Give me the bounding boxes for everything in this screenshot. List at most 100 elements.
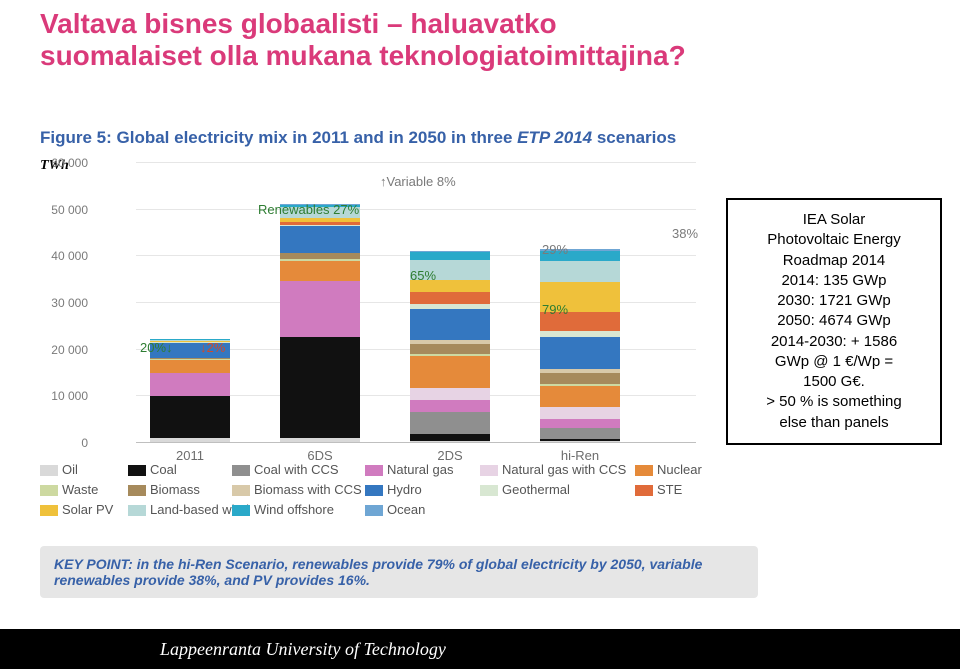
y-tick-label: 0 (50, 436, 88, 450)
page-title: Valtava bisnes globaalisti – haluavatko … (40, 8, 686, 72)
seg-windoff (410, 252, 490, 260)
legend-swatch (232, 465, 250, 476)
seg-biomass (540, 373, 620, 384)
legend-item-ste: STE (635, 482, 682, 497)
y-tick-label: 30 000 (50, 296, 88, 310)
seg-coal (410, 434, 490, 441)
seg-ste (410, 292, 490, 304)
seg-geothermal (280, 225, 360, 227)
figure-caption: Figure 5: Global electricity mix in 2011… (40, 128, 676, 148)
seg-hydro (410, 309, 490, 341)
seg-nuclear (280, 261, 360, 282)
seg-natgas_ccs (410, 388, 490, 400)
seg-ste (280, 222, 360, 224)
seg-biomass (410, 344, 490, 353)
seg-natgas (280, 281, 360, 337)
seg-biomass (280, 253, 360, 259)
legend-item-oil: Oil (40, 462, 78, 477)
chart-annotation: ↓2% (200, 340, 225, 355)
legend-swatch (365, 485, 383, 496)
legend-swatch (128, 505, 146, 516)
seg-biomass_ccs (410, 340, 490, 344)
legend-label: Oil (62, 462, 78, 477)
legend-item-windoff: Wind offshore (232, 502, 334, 517)
key-point-bar: KEY POINT: in the hi-Ren Scenario, renew… (40, 546, 758, 598)
legend-label: Waste (62, 482, 98, 497)
callout-line: GWp @ 1 €/Wp = (738, 352, 930, 372)
legend-label: Nuclear (657, 462, 702, 477)
legend-swatch (40, 465, 58, 476)
callout-line: 2050: 4674 GWp (738, 311, 930, 331)
seg-biomass_ccs (540, 369, 620, 373)
legend-item-landwind: Land-based wind (128, 502, 249, 517)
seg-nuclear (150, 360, 230, 373)
chart-annotation: 79% (542, 302, 568, 317)
seg-natgas (410, 400, 490, 412)
legend-swatch (635, 485, 653, 496)
legend-swatch (480, 465, 498, 476)
callout-line: IEA Solar (738, 210, 930, 230)
seg-waste (410, 354, 490, 356)
callout-line: Photovoltaic Energy (738, 230, 930, 250)
legend-swatch (480, 485, 498, 496)
legend-swatch (232, 505, 250, 516)
stacked-bar-chart: 20116DS2DShi-RenRenewables 27%↓2%20%↓↑Va… (40, 162, 720, 442)
callout-line: Roadmap 2014 (738, 251, 930, 271)
seg-geothermal (410, 304, 490, 308)
seg-oil (540, 441, 620, 442)
callout-line: 2014-2030: + 1586 (738, 332, 930, 352)
legend-swatch (40, 485, 58, 496)
bar-label: 6DS (275, 448, 365, 463)
seg-oil (150, 438, 230, 442)
callout-line: 2014: 135 GWp (738, 271, 930, 291)
seg-landwind (540, 261, 620, 282)
bar-2011 (150, 162, 230, 442)
legend-swatch (635, 465, 653, 476)
key-point-text: in the hi-Ren Scenario, renewables provi… (54, 556, 702, 588)
seg-natgas (150, 373, 230, 396)
seg-waste (280, 259, 360, 261)
legend-label: STE (657, 482, 682, 497)
legend-item-solarpv: Solar PV (40, 502, 113, 517)
seg-nuclear (410, 356, 490, 388)
seg-hydro (280, 226, 360, 253)
seg-coal (280, 337, 360, 437)
seg-geothermal (540, 331, 620, 336)
y-tick-label: 60 000 (50, 156, 88, 170)
bar-label: 2DS (405, 448, 495, 463)
seg-ocean (410, 251, 490, 252)
seg-waste (150, 359, 230, 360)
seg-biomass (150, 358, 230, 359)
chart-annotation: 20%↓ (140, 340, 173, 355)
seg-natgas_ccs (540, 407, 620, 419)
callout-box: IEA SolarPhotovoltaic EnergyRoadmap 2014… (726, 198, 942, 445)
legend-item-natgas_ccs: Natural gas with CCS (480, 462, 626, 477)
legend-item-nuclear: Nuclear (635, 462, 702, 477)
legend-label: Biomass (150, 482, 200, 497)
seg-coal (150, 396, 230, 438)
seg-hydro (540, 337, 620, 370)
legend-item-coal: Coal (128, 462, 177, 477)
legend-swatch (128, 465, 146, 476)
seg-oil (410, 441, 490, 442)
legend-label: Coal with CCS (254, 462, 339, 477)
seg-nuclear (540, 386, 620, 407)
legend-item-biomass_ccs: Biomass with CCS (232, 482, 362, 497)
seg-coal_ccs (540, 428, 620, 440)
legend-label: Natural gas with CCS (502, 462, 626, 477)
bar-2DS (410, 162, 490, 442)
y-tick-label: 20 000 (50, 343, 88, 357)
legend-label: Natural gas (387, 462, 453, 477)
legend-swatch (40, 505, 58, 516)
legend-label: Hydro (387, 482, 422, 497)
chart-annotation: 65% (410, 268, 436, 283)
footer-text: Lappeenranta University of Technology (160, 639, 446, 660)
legend-label: Biomass with CCS (254, 482, 362, 497)
seg-solarpv (280, 218, 360, 222)
key-point-prefix: KEY POINT: (54, 556, 133, 572)
legend-item-ocean: Ocean (365, 502, 425, 517)
chart-annotation: Renewables 27% (258, 202, 359, 217)
legend-item-waste: Waste (40, 482, 98, 497)
chart-annotation: ↑Variable 8% (380, 174, 456, 189)
chart-annotation: 38% (672, 226, 698, 241)
